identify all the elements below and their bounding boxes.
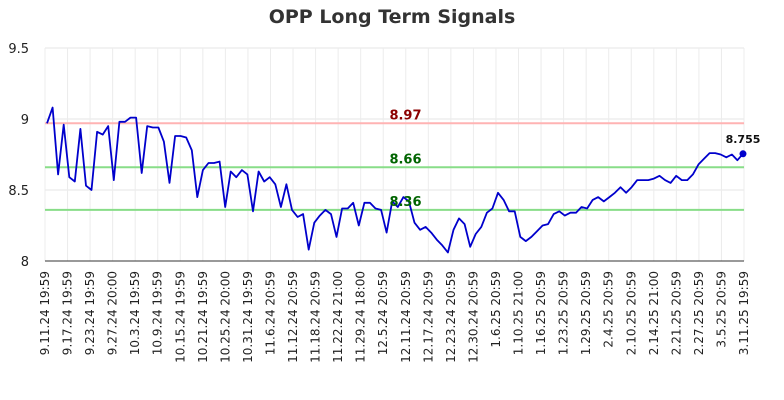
x-tick-label: 11.18.24 20:59 bbox=[309, 271, 323, 363]
y-tick-label: 8.5 bbox=[8, 184, 29, 199]
x-tick-label: 2.27.25 20:59 bbox=[692, 271, 706, 355]
x-tick-label: 11.29.24 18:00 bbox=[354, 271, 368, 363]
x-tick-label: 1.29.25 20:59 bbox=[579, 271, 593, 355]
last-point-marker bbox=[739, 150, 747, 158]
signal-label-middle: 8.66 bbox=[389, 152, 421, 167]
x-tick-label: 2.21.25 20:59 bbox=[669, 271, 683, 355]
x-tick-label: 1.6.25 20:59 bbox=[489, 271, 503, 348]
x-tick-label: 12.30.24 20:59 bbox=[466, 271, 480, 363]
x-tick-label: 3.5.25 20:59 bbox=[714, 271, 728, 348]
x-tick-label: 10.3.24 19:59 bbox=[128, 271, 142, 355]
x-tick-label: 2.10.25 20:59 bbox=[624, 271, 638, 355]
x-tick-label: 9.17.24 19:59 bbox=[61, 271, 75, 355]
y-tick-label: 9.5 bbox=[8, 42, 29, 57]
x-tick-label: 11.6.24 20:59 bbox=[263, 271, 277, 355]
x-tick-label: 2.4.25 20:59 bbox=[602, 271, 616, 348]
x-tick-label: 11.12.24 20:59 bbox=[286, 271, 300, 363]
y-tick-label: 8 bbox=[21, 255, 29, 270]
x-tick-label: 10.9.24 19:59 bbox=[151, 271, 165, 355]
signal-label-lower: 8.36 bbox=[389, 195, 421, 210]
y-tick-label: 9 bbox=[21, 113, 29, 128]
x-tick-label: 9.11.24 19:59 bbox=[38, 271, 52, 355]
x-tick-label: 12.17.24 20:59 bbox=[421, 271, 435, 363]
x-tick-label: 2.14.25 21:00 bbox=[647, 271, 661, 355]
x-tick-label: 1.23.25 20:59 bbox=[557, 271, 571, 355]
x-tick-label: 1.16.25 20:59 bbox=[534, 271, 548, 355]
x-tick-label: 1.10.25 21:00 bbox=[512, 271, 526, 355]
x-tick-label: 10.31.24 19:59 bbox=[241, 271, 255, 363]
x-tick-label: 9.23.24 19:59 bbox=[83, 271, 97, 355]
x-tick-label: 3.11.25 19:59 bbox=[737, 271, 751, 355]
price-series-line bbox=[46, 106, 744, 254]
x-tick-label: 11.22.24 21:00 bbox=[331, 271, 345, 363]
x-tick-label: 10.15.24 19:59 bbox=[173, 271, 187, 363]
signal-label-upper: 8.97 bbox=[389, 108, 421, 123]
last-value-label: 8.755 bbox=[726, 133, 761, 146]
chart-title: OPP Long Term Signals bbox=[268, 6, 516, 28]
x-tick-label: 9.27.24 20:00 bbox=[106, 271, 120, 355]
x-tick-label: 12.5.24 20:59 bbox=[376, 271, 390, 355]
x-tick-label: 12.23.24 20:59 bbox=[444, 271, 458, 363]
x-tick-label: 10.25.24 20:00 bbox=[218, 271, 232, 363]
x-tick-label: 10.21.24 19:59 bbox=[196, 271, 210, 363]
x-tick-label: 12.11.24 20:59 bbox=[399, 271, 413, 363]
